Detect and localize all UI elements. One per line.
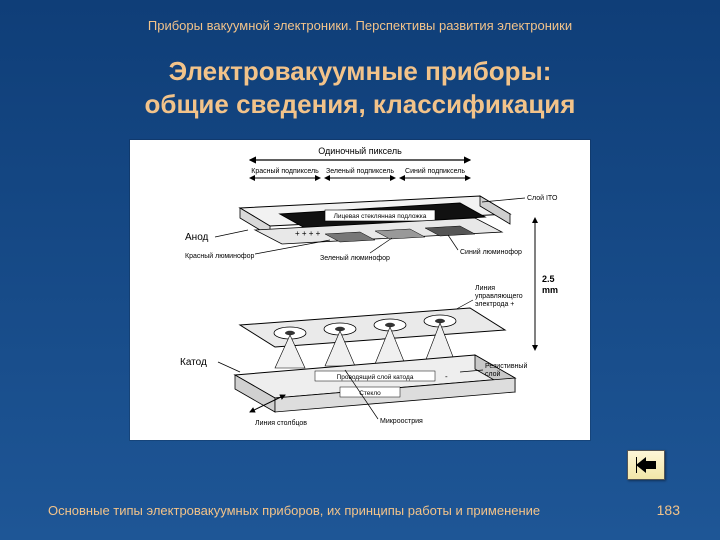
lbl-green-sub: Зеленый подпиксель: [326, 167, 394, 175]
lbl-res1: Резистивный: [485, 362, 527, 370]
lbl-cathode: Катод: [180, 357, 207, 368]
lbl-tips: Микроострия: [380, 418, 423, 425]
lbl-gap2: mm: [542, 285, 558, 295]
lbl-single-pixel: Одиночный пиксель: [318, 146, 402, 156]
lbl-blue-sub: Синий подпиксель: [405, 167, 465, 175]
title-line2: общие сведения, классификация: [145, 89, 576, 119]
lbl-ctrl3: электрода +: [475, 301, 514, 308]
slide: Приборы вакуумной электроники. Перспекти…: [0, 0, 720, 540]
lbl-ctrl2: управляющего: [475, 293, 523, 300]
back-button[interactable]: [627, 450, 665, 480]
svg-text:+ + + +: + + + +: [295, 229, 321, 238]
page-number: 183: [657, 502, 680, 518]
lbl-red-lum: Красный люминофор: [185, 252, 255, 260]
lbl-green-lum: Зеленый люминофор: [320, 254, 390, 262]
lbl-res2: слой: [485, 370, 501, 378]
lbl-col: Линия столбцов: [255, 419, 307, 427]
slide-topic: Приборы вакуумной электроники. Перспекти…: [0, 18, 720, 33]
diagram-svg: Одиночный пиксель Красный подпиксель Зел…: [130, 140, 590, 440]
lbl-glass-substrate: Лицевая стеклянная подложка: [334, 213, 427, 220]
lbl-ctrl1: Линия: [475, 285, 495, 292]
back-icon: [636, 457, 656, 473]
svg-text:-: -: [445, 372, 448, 381]
lbl-red-sub: Красный подпиксель: [251, 167, 319, 175]
lbl-anode: Анод: [185, 232, 209, 243]
lbl-blue-lum: Синий люминофор: [460, 248, 522, 256]
slide-title: Электровакуумные приборы: общие сведения…: [0, 55, 720, 120]
lbl-ito: Слой ITO: [527, 194, 558, 202]
title-line1: Электровакуумные приборы:: [169, 56, 552, 86]
diagram-container: Одиночный пиксель Красный подпиксель Зел…: [130, 140, 590, 440]
slide-footer: Основные типы электровакуумных приборов,…: [48, 503, 540, 518]
lbl-gap1: 2.5: [542, 274, 555, 284]
